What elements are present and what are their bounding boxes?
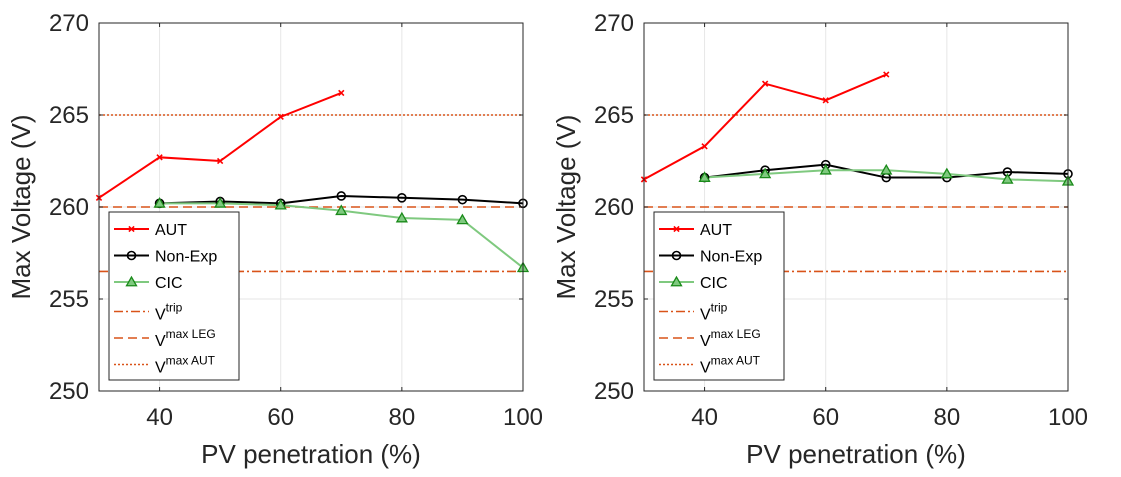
legend-label-base: V	[155, 360, 166, 377]
y-tick-label: 260	[594, 194, 634, 221]
legend-label-v-trip: Vtrip	[155, 301, 183, 324]
legend-label-v-trip: Vtrip	[700, 301, 728, 324]
data-point-aut	[277, 113, 284, 121]
legend-label-v-max-leg: Vmax LEG	[700, 327, 761, 350]
legend-label-superscript: max AUT	[166, 354, 216, 368]
legend-label-cic: CIC	[700, 275, 728, 292]
data-point-cic	[880, 163, 893, 175]
data-point-non-exp	[397, 193, 407, 203]
data-point-cic	[335, 204, 348, 216]
legend-label-superscript: max LEG	[166, 327, 216, 341]
y-tick-label: 250	[594, 378, 634, 405]
data-point-cic	[819, 163, 832, 175]
data-point-cic	[214, 197, 227, 208]
data-point-aut	[761, 80, 769, 87]
x-tick-label: 60	[267, 404, 294, 431]
legend-marker-aut	[128, 225, 135, 233]
legend-marker-non-exp	[671, 250, 682, 261]
legend-label-v-max-aut: Vmax AUT	[700, 354, 761, 377]
legend-label-superscript: trip	[711, 301, 728, 315]
x-axis-label: PV penetration (%)	[201, 439, 421, 469]
legend-marker-cic	[125, 275, 138, 287]
y-tick-label: 265	[594, 102, 634, 129]
data-point-cic	[1001, 173, 1014, 184]
legend-label-cic: CIC	[155, 275, 183, 292]
data-point-aut	[338, 89, 345, 97]
data-point-non-exp	[336, 191, 347, 201]
legend-box	[653, 211, 785, 381]
data-point-cic	[153, 197, 166, 208]
y-tick-label: 255	[594, 286, 634, 313]
data-point-cic	[698, 171, 711, 182]
x-tick-label: 40	[146, 404, 173, 431]
legend-label-superscript: max LEG	[711, 327, 761, 341]
chart-panel-2: 40 60 80 100 250 255 260 265 270 PV penetration (…	[551, 10, 1088, 469]
data-point-cic	[940, 167, 953, 179]
data-point-cic	[456, 213, 469, 225]
legend-marker-cic	[670, 275, 683, 287]
data-point-aut	[701, 143, 708, 150]
x-tick-label: 80	[389, 404, 416, 431]
data-point-cic	[274, 198, 287, 210]
x-tick-label: 100	[503, 404, 543, 431]
legend-label-base: V	[700, 333, 711, 350]
y-tick-label: 270	[594, 10, 634, 37]
legend-label-non-exp: Non-Exp	[155, 249, 217, 266]
y-axis-label: Max Voltage (V)	[6, 115, 36, 300]
data-point-aut	[156, 154, 163, 161]
legend-label-aut: AUT	[155, 222, 187, 239]
legend-marker-non-exp	[126, 250, 137, 261]
data-point-cic	[395, 211, 408, 223]
x-axis-label: PV penetration (%)	[746, 439, 966, 469]
x-tick-label: 60	[812, 404, 839, 431]
x-tick-label: 100	[1048, 404, 1088, 431]
x-tick-label: 80	[934, 404, 961, 431]
y-tick-label: 265	[49, 102, 89, 129]
chart-panel-1: 40 60 80 100 250 255 260 265 270 PV penetration (…	[6, 10, 543, 469]
legend-label-superscript: max AUT	[711, 354, 761, 368]
data-point-aut	[883, 71, 890, 78]
data-point-aut	[216, 157, 224, 165]
legend-label-v-max-aut: Vmax AUT	[155, 354, 216, 377]
legend-label-base: V	[155, 333, 166, 350]
y-tick-label: 255	[49, 286, 89, 313]
data-point-cic	[759, 167, 772, 179]
legend-label-superscript: trip	[166, 301, 183, 315]
legend-label-aut: AUT	[700, 222, 732, 239]
legend-label-non-exp: Non-Exp	[700, 249, 762, 266]
y-tick-label: 250	[49, 378, 89, 405]
legend-marker-aut	[673, 225, 680, 233]
legend-label-base: V	[155, 307, 166, 324]
legend-label-base: V	[700, 360, 711, 377]
x-tick-label: 40	[691, 404, 718, 431]
y-tick-label: 260	[49, 194, 89, 221]
y-tick-label: 270	[49, 10, 89, 37]
legend-label-base: V	[700, 307, 711, 324]
data-point-non-exp	[457, 194, 468, 205]
legend-box	[108, 211, 240, 381]
data-point-aut	[822, 97, 829, 104]
y-axis-label: Max Voltage (V)	[551, 115, 581, 300]
legend-label-v-max-leg: Vmax LEG	[155, 327, 216, 350]
